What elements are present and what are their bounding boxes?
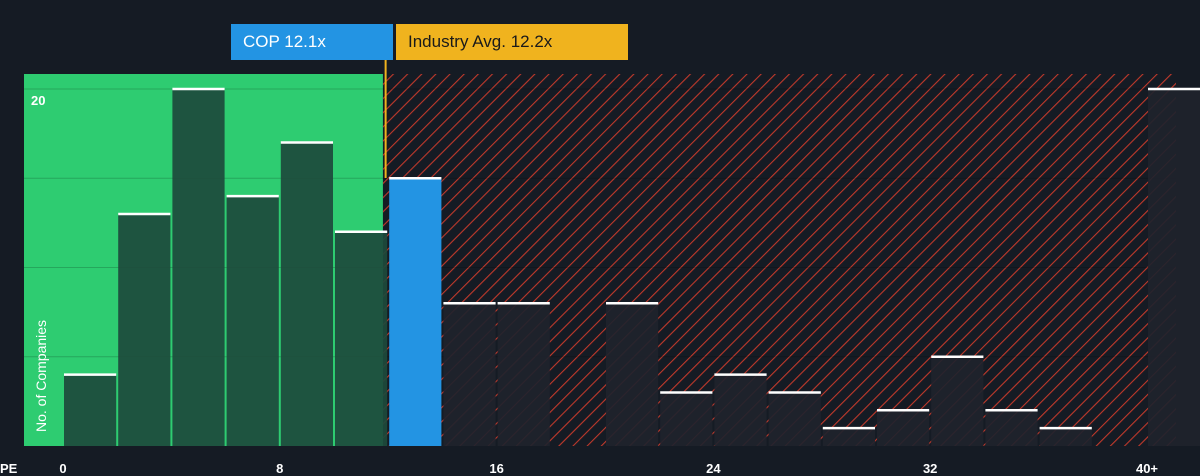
y-axis: 20: [31, 93, 45, 108]
histogram-bar: [606, 303, 659, 446]
x-tick-label: 40+: [1136, 461, 1158, 476]
x-tick-label: 24: [706, 461, 721, 476]
histogram-bar: [497, 303, 550, 446]
x-tick-label: 0: [59, 461, 66, 476]
company-pe-callout: COP 12.1x: [231, 24, 393, 60]
industry-avg-callout: Industry Avg. 12.2x: [396, 24, 628, 60]
histogram-bar: [118, 213, 171, 446]
histogram-bar: [443, 303, 496, 446]
histogram-bar: [985, 410, 1038, 446]
histogram-bar: [335, 231, 388, 446]
x-axis-label: PE: [0, 461, 18, 476]
x-tick-label: 8: [276, 461, 283, 476]
histogram-bar: [226, 196, 279, 446]
x-axis: 0 8 16 24 32 40+: [59, 461, 1158, 476]
y-tick-label: 20: [31, 93, 45, 108]
bars: [64, 87, 1200, 447]
histogram-bar: [714, 374, 767, 446]
x-tick-label: 32: [923, 461, 937, 476]
histogram-bar: [389, 178, 442, 446]
y-axis-label: No. of Companies: [33, 320, 49, 432]
histogram-bar: [877, 410, 930, 446]
histogram-bar: [931, 356, 984, 446]
histogram-bar: [280, 142, 333, 447]
histogram-bar: [822, 428, 875, 446]
histogram-bar: [660, 392, 713, 446]
histogram-bar: [1148, 89, 1200, 446]
histogram-bar: [768, 392, 821, 446]
histogram-bar: [64, 374, 117, 446]
histogram-bar: [172, 89, 225, 446]
histogram-bar: [1039, 428, 1092, 446]
x-tick-label: 16: [489, 461, 503, 476]
